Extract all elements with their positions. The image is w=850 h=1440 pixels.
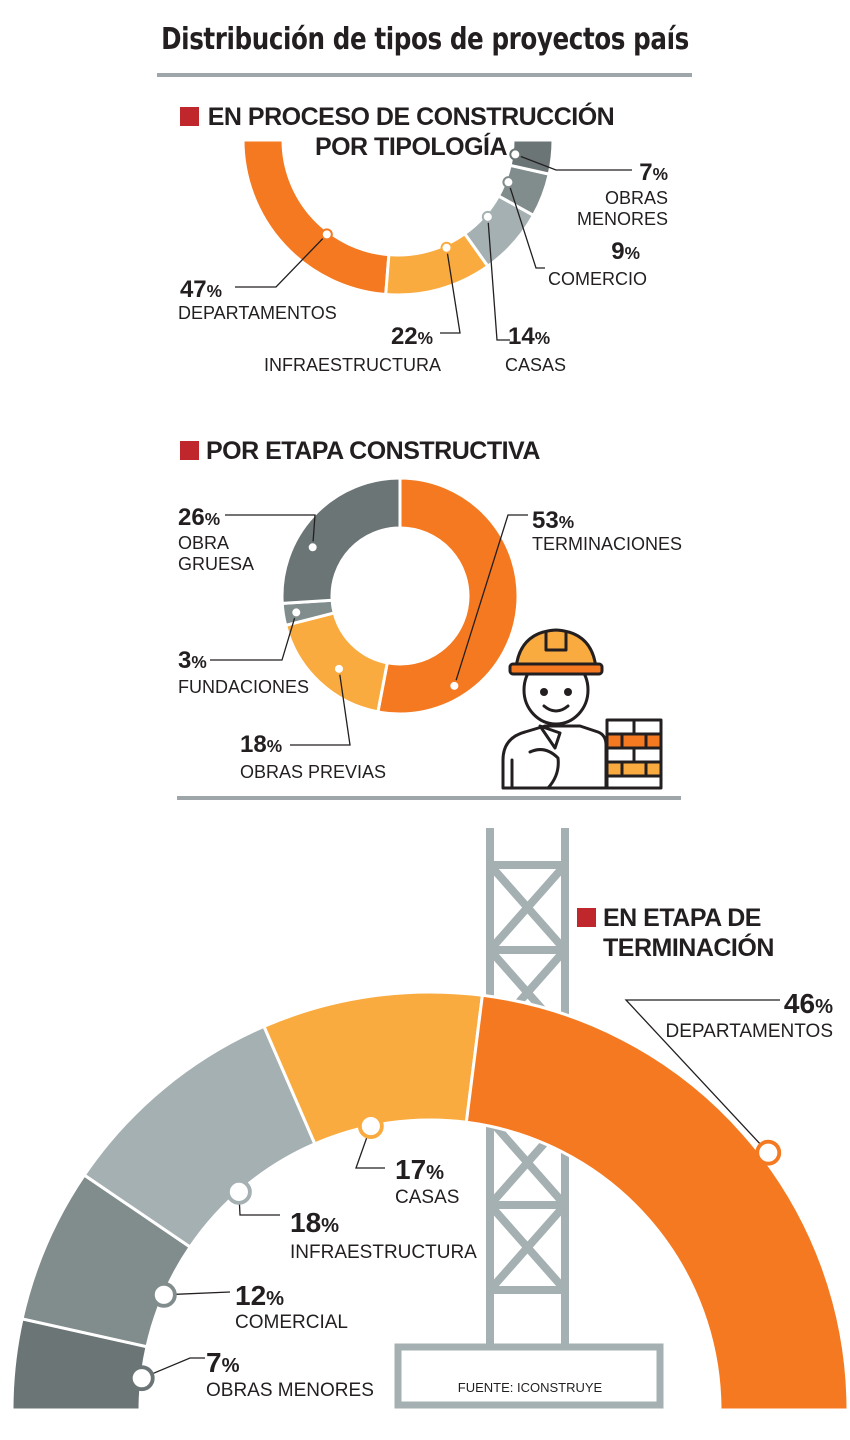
chart1-label-obras-menores-line1: OBRAS bbox=[605, 188, 668, 208]
chart1-marker-infraestructura bbox=[440, 241, 453, 254]
page-title: Distribución de tipos de proyectos país bbox=[161, 22, 689, 57]
chart1-slice-obras-menores bbox=[508, 138, 555, 176]
chart2-label-obra-gruesa-line2: GRUESA bbox=[178, 554, 254, 574]
chart3-leader-departamentos bbox=[624, 999, 780, 1154]
chart2-label-terminaciones: TERMINACIONES bbox=[532, 534, 682, 554]
chart3-marker-comercial bbox=[150, 1281, 177, 1308]
chart2-label-fundaciones: FUNDACIONES bbox=[178, 677, 309, 697]
chart2-label-obras-previas: OBRAS PREVIAS bbox=[240, 762, 386, 782]
chart1-label-casas: CASAS bbox=[505, 355, 566, 375]
chart2-value-obra-gruesa: 26% bbox=[178, 504, 220, 531]
chart3-leader-obras-menores bbox=[141, 1357, 205, 1379]
chart1-label-departamentos: DEPARTAMENTOS bbox=[178, 303, 337, 323]
source-note: FUENTE: ICONSTRUYE bbox=[457, 1380, 603, 1395]
chart2-slice-obras-previas bbox=[283, 611, 390, 714]
chart3-marker-infraestructura bbox=[225, 1178, 252, 1205]
chart3-label-casas: CASAS bbox=[395, 1187, 459, 1208]
chart1-title-text: EN PROCESO DE CONSTRUCCIÓN POR TIPOLOGÍA bbox=[207, 103, 615, 161]
chart2-leader-terminaciones bbox=[453, 514, 528, 687]
chart2-leader-fundaciones bbox=[210, 612, 297, 661]
chart1-leader-obras-menores bbox=[515, 153, 632, 171]
section-divider bbox=[177, 796, 681, 800]
chart1-value-comercio: 9% bbox=[611, 238, 640, 265]
red-square-icon bbox=[180, 107, 199, 126]
chart3-value-obras-menores: 7% bbox=[206, 1347, 240, 1378]
chart2-leader-obras-previas bbox=[290, 668, 351, 746]
chart1-slice-departamentos bbox=[241, 138, 391, 297]
chart1-leader-infraestructura bbox=[440, 247, 461, 334]
chart3-title: EN ETAPA DE TERMINACIÓN bbox=[577, 903, 783, 963]
chart3-title-text: EN ETAPA DE TERMINACIÓN bbox=[603, 904, 774, 962]
chart3-slice-departamentos bbox=[464, 993, 850, 1412]
chart1-leader-comercio bbox=[507, 181, 545, 269]
chart3-label-comercial: COMERCIAL bbox=[235, 1312, 348, 1333]
chart2-title-text: POR ETAPA CONSTRUCTIVA bbox=[206, 437, 540, 465]
chart3-label-infraestructura: INFRAESTRUCTURA bbox=[290, 1242, 477, 1263]
chart2-slice-obra-gruesa bbox=[280, 476, 402, 606]
chart1-value-infraestructura: 22% bbox=[391, 323, 433, 350]
chart2-marker-fundaciones bbox=[290, 606, 303, 619]
chart3-value-infraestructura: 18% bbox=[290, 1207, 339, 1238]
chart1-title: EN PROCESO DE CONSTRUCCIÓN POR TIPOLOGÍA bbox=[180, 102, 616, 162]
chart1-value-casas: 14% bbox=[508, 323, 550, 350]
chart3-value-casas: 17% bbox=[395, 1154, 444, 1185]
chart2-value-terminaciones: 53% bbox=[532, 507, 574, 534]
chart3-leader-casas bbox=[355, 1125, 385, 1169]
chart2-marker-obra-gruesa bbox=[306, 541, 319, 554]
chart2-value-obras-previas: 18% bbox=[240, 731, 282, 758]
chart2-label-obra-gruesa-line1: OBRA bbox=[178, 533, 229, 553]
chart3-marker-departamentos bbox=[755, 1139, 782, 1166]
chart3-marker-casas bbox=[357, 1113, 384, 1140]
chart1-label-obras-menores-line2: MENORES bbox=[577, 209, 668, 229]
chart1-leader-casas bbox=[487, 216, 510, 341]
chart1-value-departamentos: 47% bbox=[180, 276, 222, 303]
chart2-value-fundaciones: 3% bbox=[178, 647, 207, 674]
red-square-icon bbox=[577, 908, 596, 927]
chart2-leader-obra-gruesa bbox=[225, 514, 316, 548]
chart2-marker-terminaciones bbox=[448, 679, 461, 692]
chart2-marker-obras-previas bbox=[332, 662, 345, 675]
chart1-marker-comercio bbox=[502, 176, 515, 189]
red-square-icon bbox=[180, 441, 199, 460]
chart3-label-obras-menores: OBRAS MENORES bbox=[206, 1380, 374, 1401]
chart1-label-comercio: COMERCIO bbox=[548, 269, 647, 289]
chart3-value-comercial: 12% bbox=[235, 1280, 284, 1311]
chart2-slice-terminaciones bbox=[376, 476, 520, 716]
chart1-leader-departamentos bbox=[235, 233, 328, 288]
chart1-marker-obras-menores bbox=[509, 148, 522, 161]
chart3-value-departamentos: 46% bbox=[784, 988, 833, 1019]
chart2-title: POR ETAPA CONSTRUCTIVA bbox=[180, 436, 540, 466]
construction-worker-icon bbox=[501, 628, 663, 790]
chart1-marker-departamentos bbox=[320, 228, 333, 241]
chart1-label-infraestructura: INFRAESTRUCTURA bbox=[264, 355, 441, 375]
chart3-label-departamentos: DEPARTAMENTOS bbox=[665, 1021, 833, 1042]
chart3-marker-obras-menores bbox=[128, 1365, 155, 1392]
chart1-marker-casas bbox=[481, 210, 494, 223]
chart1-value-obras-menores: 7% bbox=[639, 159, 668, 186]
title-rule bbox=[157, 73, 692, 77]
